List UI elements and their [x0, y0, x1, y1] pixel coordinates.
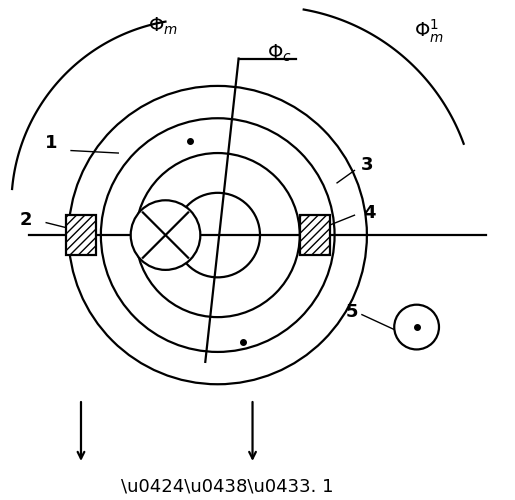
- Text: 3: 3: [360, 156, 373, 174]
- Bar: [66, 215, 96, 255]
- Text: $\Phi_m^1$: $\Phi_m^1$: [414, 18, 444, 45]
- Text: 4: 4: [363, 204, 375, 222]
- Text: $\Phi_m$: $\Phi_m$: [148, 16, 178, 37]
- Circle shape: [394, 304, 439, 350]
- Text: \u0424\u0438\u0433. 1: \u0424\u0438\u0433. 1: [122, 477, 334, 495]
- Circle shape: [131, 200, 200, 270]
- Text: 2: 2: [20, 211, 32, 229]
- Bar: [300, 215, 330, 255]
- Text: 5: 5: [346, 303, 358, 321]
- Text: 1: 1: [45, 134, 57, 152]
- Text: $\Phi_c$: $\Phi_c$: [267, 43, 293, 64]
